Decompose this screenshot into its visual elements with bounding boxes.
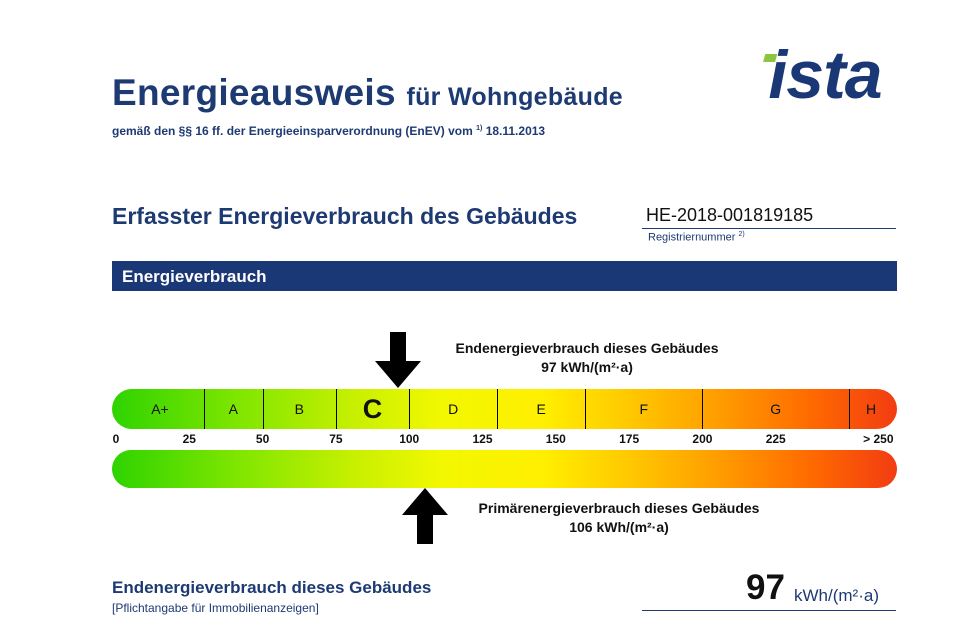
energy-class-b: B [294, 401, 304, 417]
scale-tick-label: 75 [329, 432, 343, 446]
primary-energy-arrow-icon [402, 488, 448, 544]
end-energy-arrow-icon [375, 332, 421, 388]
document-title: Energieausweis für Wohngebäude [112, 72, 623, 114]
energy-class-e: E [536, 401, 546, 417]
energy-class-d: D [448, 401, 459, 417]
energy-scale-bar-end [112, 389, 897, 429]
scale-tick-label: 100 [399, 432, 420, 446]
energy-class-h: H [865, 401, 877, 417]
energy-class-a-plus: A+ [151, 401, 169, 417]
energy-scale: A+ A B C D E F G H 0 25 50 75 100 125 150 175 200 225 > 250 [112, 389, 897, 488]
energy-class-divider [585, 389, 587, 429]
ista-logo: ista [763, 40, 883, 112]
energy-class-divider [849, 389, 851, 429]
end-energy-title: Endenergieverbrauch dieses Gebäudes [455, 340, 719, 356]
scale-tick-label: 150 [545, 432, 566, 446]
footer-end-energy-value: 97 [746, 568, 785, 607]
end-energy-value: 97 kWh/(m²·a) [541, 359, 633, 375]
registration-footnote: 2) [738, 231, 745, 238]
scale-tick-label: 125 [472, 432, 493, 446]
energy-class-divider [203, 389, 205, 429]
energy-class-divider [262, 389, 264, 429]
energy-class-a: A [228, 401, 238, 417]
ista-logo-text: ista [768, 40, 881, 112]
section-title: Erfasster Energieverbrauch des Gebäudes [112, 203, 578, 229]
svg-text:ista: ista [768, 40, 881, 112]
scale-tick-label: 225 [765, 432, 786, 446]
energy-banner: Energieverbrauch [112, 261, 897, 291]
end-energy-label: Endenergieverbrauch dieses Gebäudes 97 k… [456, 339, 719, 377]
energy-class-c: C [362, 394, 383, 424]
scale-tick-label: 200 [692, 432, 713, 446]
scale-tick-label: 50 [255, 432, 270, 446]
footer-end-energy-unit: kWh/(m²·a) [794, 586, 879, 605]
scale-tick-label: 175 [619, 432, 640, 446]
document-subtitle: gemäß den §§ 16 ff. der Energieeinsparve… [112, 124, 545, 138]
primary-energy-label: Primärenergieverbrauch dieses Gebäudes 1… [479, 499, 760, 537]
energy-scale-bar-primary [112, 450, 897, 488]
footer-value-underline [642, 610, 896, 611]
subtitle-date: 18.11.2013 [485, 124, 546, 138]
footer-end-energy-label: Endenergieverbrauch dieses Gebäudes [112, 578, 432, 597]
scale-tick-label: 0 [112, 432, 120, 446]
banner-text: Energieverbrauch [122, 267, 267, 286]
energy-class-f: F [639, 401, 649, 417]
subtitle-text: gemäß den §§ 16 ff. der Energieeinsparve… [112, 124, 473, 138]
registration-number: HE-2018-001819185 [646, 205, 814, 225]
registration-underline [642, 228, 896, 229]
scale-tick-label: > 250 [863, 432, 894, 446]
ista-logo-dot [763, 54, 778, 62]
primary-energy-value: 106 kWh/(m²·a) [569, 519, 669, 535]
title-sub-text: für Wohngebäude [406, 83, 624, 111]
energy-class-divider [409, 389, 411, 429]
registration-label: Registriernummer 2) [648, 231, 745, 244]
energy-class-divider [497, 389, 499, 429]
scale-tick-label: 25 [182, 432, 196, 446]
primary-energy-title: Primärenergieverbrauch dieses Gebäudes [478, 500, 760, 516]
registration-label-text: Registriernummer [648, 231, 736, 244]
energy-class-divider [702, 389, 704, 429]
title-main-text: Energieausweis [112, 72, 396, 113]
energy-class-divider [335, 389, 337, 429]
footer-note: [Pflichtangabe für Immobilienanzeigen] [112, 601, 319, 615]
subtitle-footnote: 1) [476, 125, 483, 132]
energy-class-g: G [770, 401, 782, 417]
